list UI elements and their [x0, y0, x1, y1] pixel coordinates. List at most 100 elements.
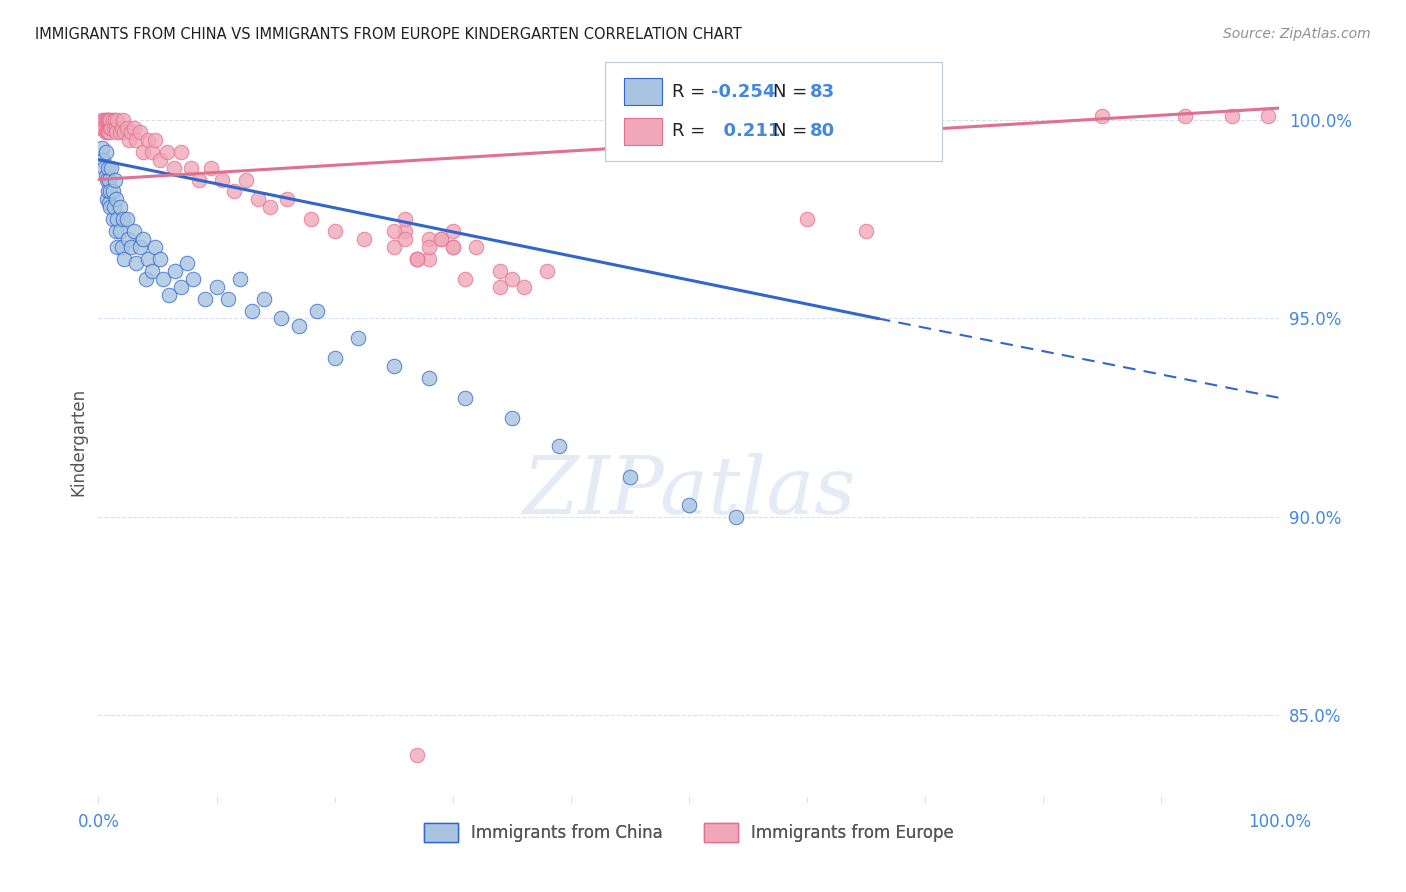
Point [1257, 109, 1279, 123]
Point [394, 224, 416, 238]
Point [1091, 109, 1114, 123]
Point [181, 272, 204, 286]
Point [205, 279, 228, 293]
Point [512, 279, 534, 293]
Point [299, 212, 322, 227]
Text: 0.211: 0.211 [711, 122, 780, 140]
Point [163, 161, 186, 175]
Point [187, 172, 209, 186]
Point [91, 141, 114, 155]
Text: ZIPatlas: ZIPatlas [522, 453, 856, 531]
Point [170, 145, 193, 159]
Point [94, 113, 117, 128]
Text: R =: R = [672, 122, 711, 140]
Point [288, 319, 311, 334]
Point [180, 161, 202, 175]
Point [141, 145, 163, 159]
Point [536, 264, 558, 278]
Point [406, 252, 429, 266]
Text: N =: N = [773, 122, 813, 140]
Point [101, 212, 124, 227]
Point [108, 125, 131, 139]
Point [176, 256, 198, 270]
Point [122, 120, 145, 135]
Point [170, 279, 193, 293]
Point [96, 125, 118, 139]
Point [94, 169, 117, 183]
Point [98, 125, 121, 139]
Point [246, 193, 269, 207]
Point [104, 172, 127, 186]
Point [105, 125, 128, 139]
Point [105, 224, 128, 238]
Point [118, 133, 141, 147]
Point [121, 125, 143, 139]
Point [112, 113, 135, 128]
Point [121, 240, 143, 254]
Point [103, 200, 125, 214]
Point [418, 371, 440, 385]
Point [725, 510, 748, 524]
Point [108, 200, 131, 214]
Point [128, 240, 150, 254]
Point [323, 224, 346, 238]
Point [96, 172, 118, 186]
Point [157, 287, 180, 301]
Point [91, 120, 114, 135]
Point [501, 410, 523, 425]
Point [143, 133, 166, 147]
Point [418, 232, 440, 246]
Point [96, 113, 118, 128]
Point [111, 240, 134, 254]
Point [149, 252, 172, 266]
Point [453, 391, 475, 405]
Point [101, 113, 124, 128]
Point [90, 120, 112, 135]
Point [430, 232, 453, 246]
Point [105, 212, 128, 227]
Point [136, 133, 159, 147]
Point [91, 153, 114, 167]
Y-axis label: Kindergarten: Kindergarten [69, 387, 87, 496]
Point [406, 252, 429, 266]
Point [98, 185, 121, 199]
Point [98, 196, 121, 211]
Point [98, 172, 121, 186]
Point [111, 120, 134, 135]
Point [156, 145, 179, 159]
Point [501, 272, 523, 286]
Point [224, 185, 246, 199]
Point [441, 224, 464, 238]
Point [1174, 109, 1197, 123]
Point [105, 193, 128, 207]
Text: -0.254: -0.254 [711, 83, 776, 101]
Point [240, 303, 263, 318]
Point [98, 113, 121, 128]
Point [115, 120, 138, 135]
Point [94, 145, 117, 159]
Point [211, 172, 233, 186]
Point [430, 232, 453, 246]
Point [136, 252, 159, 266]
Point [141, 264, 163, 278]
Legend: Immigrants from China, Immigrants from Europe: Immigrants from China, Immigrants from E… [418, 816, 960, 848]
Point [143, 240, 166, 254]
Point [382, 224, 405, 238]
Point [105, 120, 128, 135]
Point [619, 470, 641, 484]
Point [97, 161, 120, 175]
Point [323, 351, 346, 366]
Point [93, 161, 115, 175]
Point [489, 264, 512, 278]
Point [97, 185, 120, 199]
Point [276, 193, 298, 207]
Point [149, 153, 172, 167]
Point [465, 240, 488, 254]
Point [453, 272, 475, 286]
Point [418, 240, 440, 254]
Point [270, 311, 292, 326]
Point [96, 193, 118, 207]
Point [548, 438, 571, 452]
Point [194, 292, 217, 306]
Point [200, 161, 222, 175]
